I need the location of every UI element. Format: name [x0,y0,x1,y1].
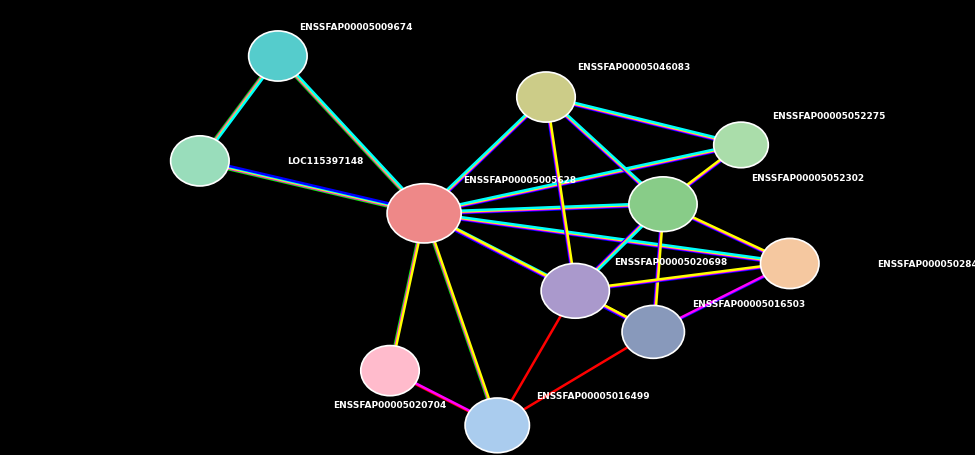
Ellipse shape [361,346,419,396]
Text: ENSSFAP00005020698: ENSSFAP00005020698 [614,257,727,266]
Text: ENSSFAP00005005628: ENSSFAP00005005628 [463,175,576,184]
Ellipse shape [517,73,575,123]
Text: ENSSFAP00005052275: ENSSFAP00005052275 [772,111,885,121]
Ellipse shape [465,398,529,453]
Ellipse shape [249,32,307,82]
Text: ENSSFAP00005020704: ENSSFAP00005020704 [333,400,447,410]
Ellipse shape [541,264,609,318]
Ellipse shape [622,306,684,359]
Ellipse shape [629,177,697,232]
Text: ENSSFAP00005046083: ENSSFAP00005046083 [577,62,690,71]
Text: LOC115397148: LOC115397148 [288,157,364,166]
Ellipse shape [171,136,229,187]
Text: ENSSFAP00005016503: ENSSFAP00005016503 [692,299,805,308]
Text: ENSSFAP00005028451: ENSSFAP00005028451 [878,259,975,268]
Ellipse shape [714,123,768,168]
Text: ENSSFAP00005016499: ENSSFAP00005016499 [536,391,650,400]
Ellipse shape [760,239,819,289]
Ellipse shape [387,184,461,243]
Text: ENSSFAP00005009674: ENSSFAP00005009674 [299,23,412,32]
Text: ENSSFAP00005052302: ENSSFAP00005052302 [751,174,864,183]
